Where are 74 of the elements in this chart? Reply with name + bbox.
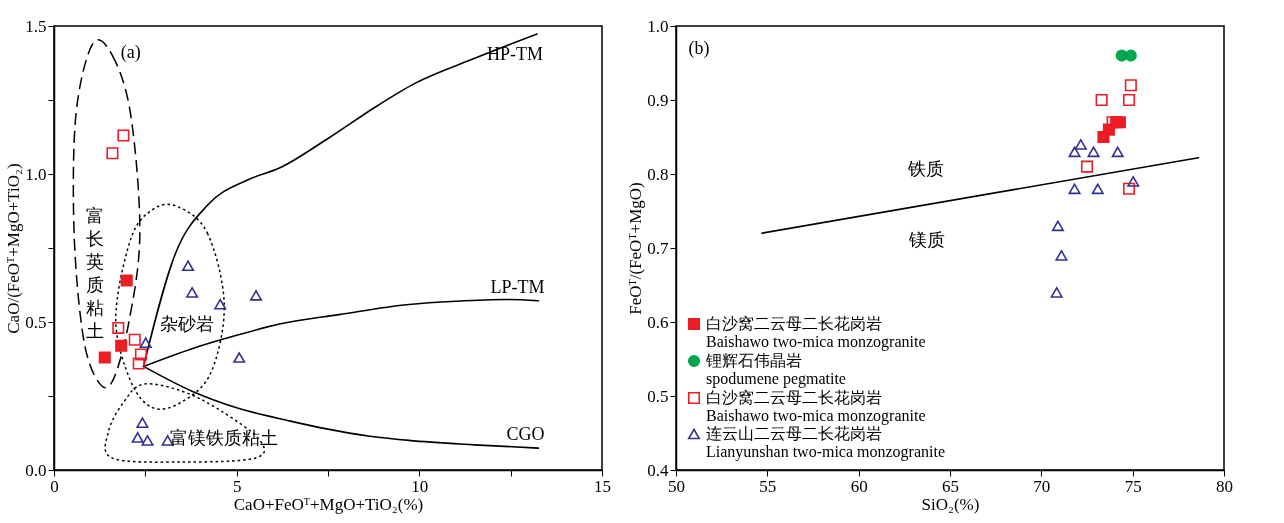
y-tick-label: 0.9 — [647, 90, 669, 110]
legend-label: 白沙窝二云母二长花岗岩 Baishawo two-mica monzogranite — [706, 389, 926, 425]
x-tick-label: 0 — [50, 476, 59, 496]
point — [131, 432, 144, 443]
series-label: CGO — [506, 424, 545, 445]
x-tick-label: 10 — [411, 476, 429, 496]
series-label: LP-TM — [490, 276, 545, 297]
point — [1051, 220, 1064, 232]
point — [1122, 93, 1136, 107]
x-tick-label: 15 — [594, 476, 611, 496]
point — [1124, 79, 1137, 92]
y-axis-title: CaO/(FeOᵀ+MgO+TiO₂) — [4, 163, 24, 334]
point — [249, 290, 263, 301]
point — [1068, 183, 1081, 195]
legend-label: 锂辉石伟晶岩 spodumene pegmatite — [705, 352, 846, 388]
point — [182, 260, 195, 272]
annotation: (b) — [688, 38, 710, 60]
point — [139, 337, 152, 349]
x-tick-label: 70 — [1033, 476, 1051, 496]
y-tick-label: 0.8 — [647, 164, 669, 184]
point — [128, 333, 141, 346]
point — [98, 351, 111, 364]
point — [120, 274, 133, 287]
y-tick-label: 0.5 — [647, 386, 669, 406]
x-tick-label: 55 — [759, 476, 777, 496]
point — [233, 352, 246, 363]
point — [141, 435, 154, 446]
point — [1111, 146, 1124, 158]
y-tick-label: 1.0 — [647, 16, 669, 36]
point — [1122, 182, 1136, 195]
point — [1080, 160, 1094, 173]
annotation: 镁质 — [907, 230, 945, 251]
annotation: 杂砂岩 — [160, 313, 215, 334]
x-tick-label: 60 — [850, 476, 868, 496]
point — [106, 147, 119, 160]
x-tick-label: 75 — [1124, 476, 1142, 496]
y-tick-label: 1.5 — [25, 16, 47, 36]
point — [1095, 93, 1108, 107]
point — [1091, 183, 1104, 195]
point — [214, 298, 227, 310]
x-axis-title: CaO+FeOᵀ+MgO+TiO₂(%) — [233, 494, 424, 514]
point — [132, 357, 145, 370]
series-label: HP-TM — [486, 43, 543, 64]
x-tick-label: 80 — [1216, 476, 1233, 496]
x-tick-label: 5 — [232, 476, 242, 496]
point — [134, 348, 147, 361]
y-tick-label: 0.5 — [25, 312, 47, 332]
annotation: 富镁铁质粘土 — [169, 427, 278, 448]
legend-label: 白沙窝二云母二长花岗岩 Baishawo two-mica monzogranite — [706, 315, 926, 351]
y-tick-label: 1.0 — [25, 164, 47, 184]
y-tick-label: 0.4 — [647, 460, 669, 480]
y-tick-label: 0.6 — [647, 312, 669, 332]
y-axis-title: FeOᵀ/(FeOᵀ+MgO) — [626, 182, 646, 315]
point — [1068, 146, 1081, 158]
point — [1050, 287, 1063, 298]
annotation: 铁质 — [906, 159, 944, 180]
point — [112, 321, 125, 334]
point — [117, 129, 130, 142]
y-tick-label: 0.7 — [647, 238, 669, 258]
point — [136, 417, 149, 428]
legend-label: 连云山二云母二长花岗岩 Lianyunshan two-mica monzogranite — [706, 425, 946, 461]
annotation: 富长英质粘土 — [86, 205, 105, 341]
point — [1106, 116, 1119, 129]
point — [1127, 176, 1140, 187]
point — [1087, 146, 1100, 158]
x-axis-title: SiO₂(%) — [921, 494, 980, 514]
x-tick-label: 65 — [942, 476, 959, 496]
x-tick-label: 50 — [668, 476, 685, 496]
point — [186, 287, 199, 298]
annotation: (a) — [120, 41, 141, 63]
y-tick-label: 0.0 — [25, 460, 47, 480]
point — [1074, 139, 1087, 150]
point — [115, 339, 128, 352]
point — [1055, 250, 1068, 261]
